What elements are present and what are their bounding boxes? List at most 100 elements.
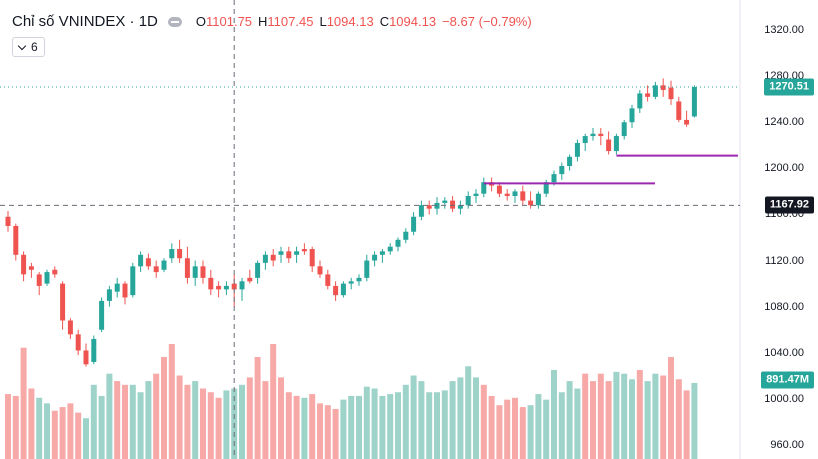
candle: [684, 110, 690, 127]
candle-body: [606, 139, 612, 152]
collapse-legend-icon[interactable]: [167, 16, 182, 27]
volume-bar: [5, 394, 11, 459]
candle-body: [255, 262, 261, 278]
candle-body: [21, 254, 27, 275]
candle: [317, 260, 323, 278]
candle: [395, 237, 401, 252]
candle-body: [138, 254, 144, 267]
volume-bar: [28, 388, 35, 459]
volume-bar: [574, 388, 581, 459]
candle: [598, 127, 604, 146]
candle-body: [637, 93, 643, 109]
volume-bar: [410, 375, 417, 459]
candle-body: [356, 277, 362, 282]
volume-bar: [441, 390, 448, 459]
candle-body: [676, 101, 682, 120]
volume-bar: [426, 392, 433, 459]
volume-bar: [129, 384, 136, 459]
volume-bar: [395, 392, 401, 459]
volume-bar: [387, 394, 394, 459]
candle: [645, 85, 651, 102]
volume-bar: [44, 403, 50, 459]
candle: [200, 260, 206, 284]
volume-bar: [465, 366, 472, 459]
candle: [528, 191, 534, 209]
candle-body: [395, 239, 401, 247]
candle: [28, 262, 34, 278]
volume-bar: [566, 381, 573, 459]
candle-body: [262, 254, 268, 263]
candle-body: [598, 133, 604, 137]
candle: [255, 260, 261, 284]
candle-body: [403, 231, 409, 240]
candle-body: [333, 285, 339, 296]
candle: [114, 277, 120, 298]
candle-body: [161, 260, 167, 270]
candle: [239, 277, 245, 301]
candle: [5, 210, 11, 232]
volume-bar: [535, 394, 542, 459]
candle-body: [567, 156, 573, 167]
volume-bar: [278, 377, 284, 459]
candle-body: [278, 251, 284, 255]
candle-body: [496, 185, 502, 194]
open-label: O: [195, 14, 206, 29]
candle: [637, 89, 643, 113]
candle-body: [67, 320, 73, 335]
volume-bar: [324, 405, 331, 459]
candle: [184, 246, 190, 284]
volume-bar: [629, 379, 635, 459]
candle: [223, 281, 229, 296]
candle-body: [543, 182, 549, 194]
volume-bar: [621, 373, 628, 459]
indicators-toggle-button[interactable]: 6: [12, 37, 45, 57]
candle-body: [411, 216, 417, 232]
y-tick-label: 1200.00: [764, 162, 804, 175]
y-tick-label: 1040.00: [764, 346, 804, 359]
volume-bar: [262, 381, 269, 459]
volume-bar: [402, 384, 409, 459]
candle: [177, 239, 183, 263]
ohlc-close: C1094.13: [380, 14, 436, 29]
candle: [192, 260, 198, 286]
candle-body: [13, 225, 19, 255]
volume-bar: [348, 395, 355, 459]
volume-bar: [660, 375, 667, 459]
volume-bar: [636, 369, 643, 459]
volume-bar: [161, 356, 167, 459]
candle-body: [177, 249, 183, 259]
candle: [309, 246, 315, 273]
volume-bar: [12, 395, 19, 459]
volume-bar: [301, 397, 308, 459]
volume-bar: [613, 371, 620, 459]
volume-bar: [168, 344, 175, 459]
candle-body: [99, 300, 105, 330]
candle-body: [91, 338, 97, 362]
volume-bar: [20, 347, 27, 459]
volume-bar: [36, 397, 43, 459]
ohlc-open: O1101.75: [196, 14, 252, 29]
volume-bar: [184, 384, 191, 459]
candle: [574, 139, 580, 162]
candle: [52, 266, 58, 278]
candle-body: [83, 350, 89, 365]
volume-bar: [83, 418, 89, 459]
symbol-title[interactable]: Chỉ số VNINDEX · 1D: [12, 13, 158, 30]
candle: [145, 253, 151, 270]
y-tick-label: 1240.00: [764, 116, 804, 129]
ohlc-low: L1094.13: [319, 14, 373, 29]
volume-bar: [605, 381, 612, 459]
volume-bar: [527, 405, 534, 459]
candle: [606, 131, 612, 155]
candle-body: [52, 269, 58, 275]
candle-body: [348, 281, 354, 284]
candle: [122, 281, 128, 305]
candle-body: [286, 251, 292, 259]
volume-bar: [480, 384, 487, 459]
candle: [559, 162, 565, 180]
y-tick-label: 960.00: [770, 439, 804, 451]
candle-body: [247, 277, 253, 282]
candle-body: [528, 200, 534, 206]
